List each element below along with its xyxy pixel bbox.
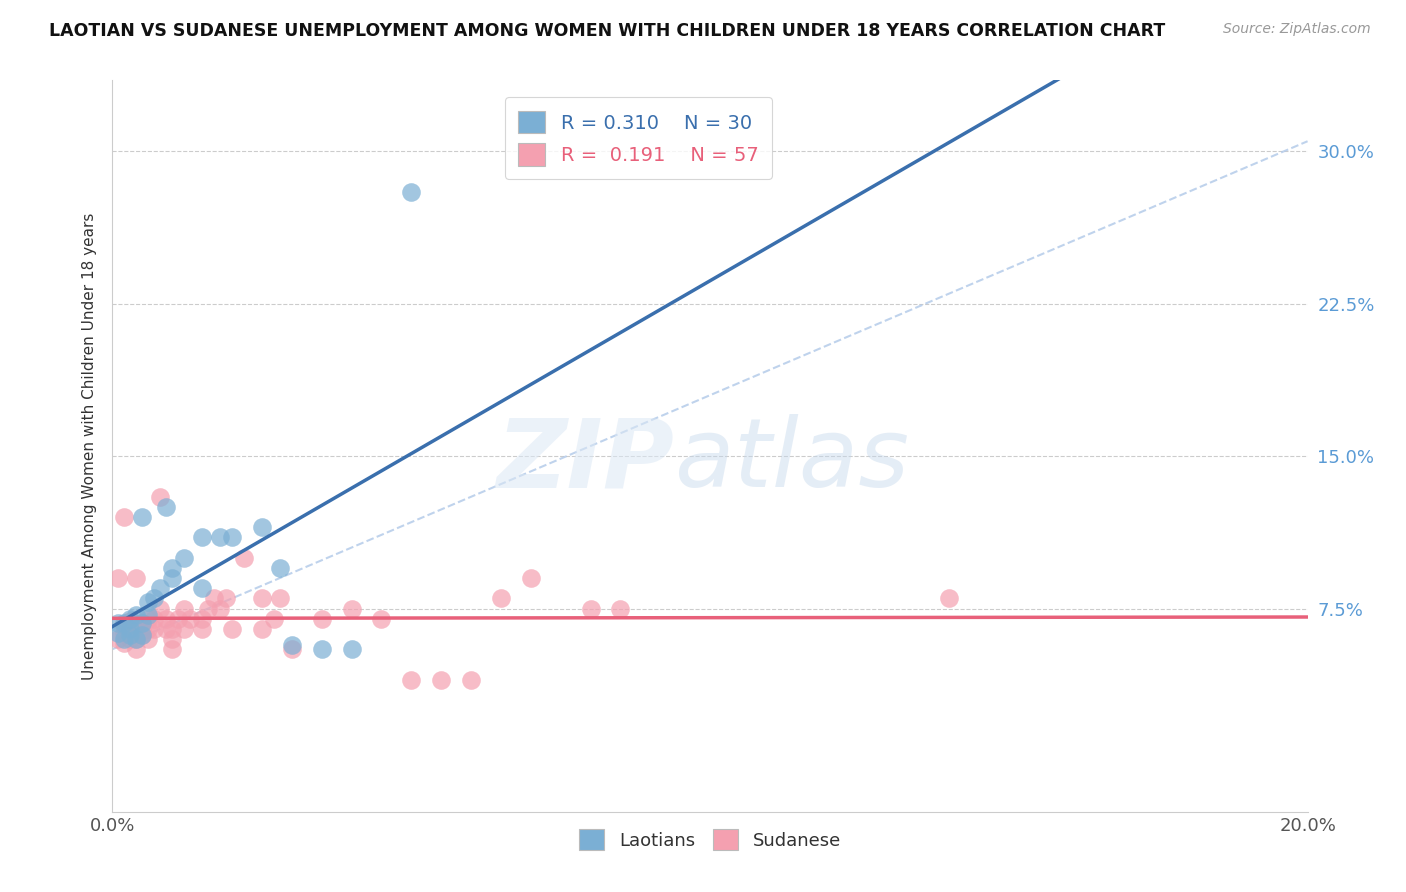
- Point: [120, 628, 142, 642]
- Point: [269, 591, 291, 606]
- Text: LAOTIAN VS SUDANESE UNEMPLOYMENT AMONG WOMEN WITH CHILDREN UNDER 18 YEARS CORREL: LAOTIAN VS SUDANESE UNEMPLOYMENT AMONG W…: [49, 22, 1166, 40]
- Point: [191, 622, 214, 636]
- Point: [107, 626, 129, 640]
- Point: [125, 642, 148, 657]
- Point: [430, 673, 453, 687]
- Point: [107, 571, 129, 585]
- Point: [114, 615, 135, 630]
- Point: [143, 612, 166, 626]
- Point: [162, 561, 183, 575]
- Text: atlas: atlas: [675, 414, 910, 508]
- Point: [269, 561, 291, 575]
- Point: [131, 510, 153, 524]
- Point: [202, 591, 225, 606]
- Point: [131, 624, 153, 638]
- Point: [209, 601, 232, 615]
- Point: [311, 612, 333, 626]
- Point: [191, 612, 214, 626]
- Text: Source: ZipAtlas.com: Source: ZipAtlas.com: [1223, 22, 1371, 37]
- Point: [370, 612, 392, 626]
- Point: [120, 632, 142, 646]
- Point: [125, 622, 148, 636]
- Point: [579, 601, 602, 615]
- Legend: Laotians, Sudanese: Laotians, Sudanese: [572, 822, 848, 857]
- Point: [197, 601, 219, 615]
- Point: [191, 581, 214, 595]
- Point: [149, 601, 172, 615]
- Point: [221, 622, 243, 636]
- Point: [340, 601, 363, 615]
- Point: [120, 622, 142, 636]
- Point: [131, 628, 153, 642]
- Point: [131, 615, 153, 630]
- Point: [179, 612, 201, 626]
- Point: [162, 642, 183, 657]
- Point: [138, 612, 160, 626]
- Point: [401, 185, 423, 199]
- Point: [155, 500, 177, 514]
- Point: [162, 622, 183, 636]
- Point: [263, 612, 285, 626]
- Point: [120, 614, 142, 628]
- Point: [281, 638, 304, 652]
- Point: [120, 626, 142, 640]
- Point: [114, 632, 135, 646]
- Point: [340, 642, 363, 657]
- Point: [125, 607, 148, 622]
- Point: [149, 490, 172, 504]
- Point: [162, 571, 183, 585]
- Point: [125, 571, 148, 585]
- Point: [173, 550, 195, 565]
- Point: [125, 632, 148, 646]
- Point: [609, 601, 631, 615]
- Point: [120, 612, 142, 626]
- Point: [131, 628, 153, 642]
- Point: [162, 632, 183, 646]
- Point: [221, 530, 243, 544]
- Point: [401, 673, 423, 687]
- Point: [173, 622, 195, 636]
- Point: [143, 591, 166, 606]
- Text: ZIP: ZIP: [496, 414, 675, 508]
- Point: [138, 595, 160, 609]
- Point: [233, 550, 256, 565]
- Point: [131, 615, 153, 630]
- Point: [209, 530, 232, 544]
- Point: [107, 632, 129, 646]
- Point: [167, 612, 190, 626]
- Point: [107, 615, 129, 630]
- Point: [138, 607, 160, 622]
- Point: [460, 673, 482, 687]
- Point: [938, 591, 960, 606]
- Point: [215, 591, 238, 606]
- Point: [311, 642, 333, 657]
- Y-axis label: Unemployment Among Women with Children Under 18 years: Unemployment Among Women with Children U…: [82, 212, 97, 680]
- Point: [489, 591, 512, 606]
- Point: [281, 642, 304, 657]
- Point: [250, 591, 273, 606]
- Point: [114, 510, 135, 524]
- Point: [173, 601, 195, 615]
- Point: [155, 612, 177, 626]
- Point: [149, 581, 172, 595]
- Point: [120, 622, 142, 636]
- Point: [138, 632, 160, 646]
- Point: [114, 617, 135, 632]
- Point: [114, 626, 135, 640]
- Point: [143, 622, 166, 636]
- Point: [520, 571, 543, 585]
- Point: [250, 622, 273, 636]
- Point: [114, 636, 135, 650]
- Point: [191, 530, 214, 544]
- Point: [138, 622, 160, 636]
- Point: [155, 622, 177, 636]
- Point: [250, 520, 273, 534]
- Point: [125, 632, 148, 646]
